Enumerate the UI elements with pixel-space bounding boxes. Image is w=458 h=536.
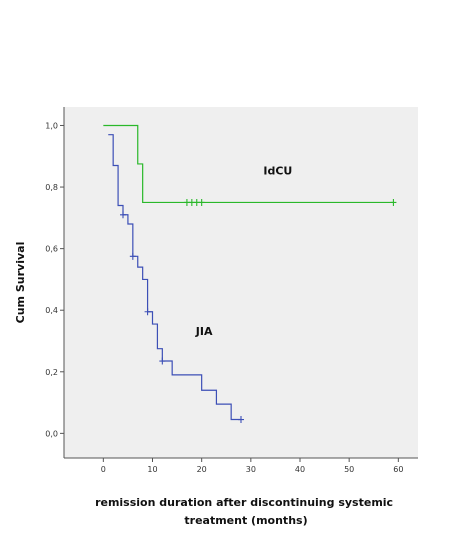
x-tick-label: 20 <box>197 465 207 474</box>
censor-mark <box>238 416 244 424</box>
censor-mark <box>144 308 151 316</box>
y-axis-title: Cum Survival <box>14 242 27 324</box>
x-axis-title-line-1: remission duration after discontinuing s… <box>95 496 393 509</box>
series-layer <box>103 124 397 424</box>
y-tick-label: 0,6 <box>45 245 58 254</box>
censor-mark <box>129 252 136 260</box>
annotation-label: IdCU <box>263 165 292 178</box>
y-tick-label: 0,8 <box>45 183 58 192</box>
x-tick-label: 60 <box>393 465 403 474</box>
annotation-label: JIA <box>195 325 213 338</box>
x-tick-label: 30 <box>246 465 256 474</box>
censor-mark <box>120 211 126 219</box>
x-tick-label: 50 <box>344 465 354 474</box>
censor-mark <box>159 357 166 365</box>
x-tick-label: 0 <box>101 465 106 474</box>
x-ticks: 0 10 20 30 40 50 60 <box>101 458 403 474</box>
x-tick-label: 40 <box>295 465 305 474</box>
y-ticks: 0,0 0,2 0,4 0,6 0,8 1,0 <box>45 121 64 438</box>
survival-curve-1 <box>108 134 241 421</box>
y-tick-label: 1,0 <box>45 121 58 130</box>
plot-area <box>64 107 418 458</box>
y-tick-label: 0,4 <box>45 306 58 315</box>
annotations: IdCU JIA <box>195 165 293 338</box>
x-axis-title: remission duration after discontinuing s… <box>95 496 397 527</box>
x-axis-title-line-2: treatment (months) <box>184 514 307 527</box>
y-tick-label: 0,2 <box>45 368 58 377</box>
censor-mark <box>390 198 397 206</box>
x-tick-label: 10 <box>147 465 157 474</box>
censor-mark <box>198 198 205 206</box>
y-tick-label: 0,0 <box>45 429 58 438</box>
